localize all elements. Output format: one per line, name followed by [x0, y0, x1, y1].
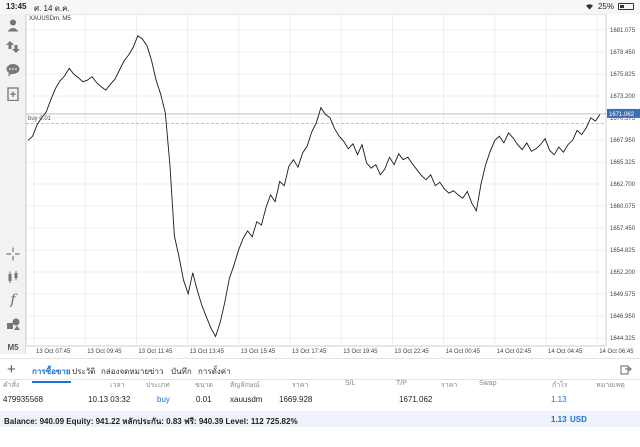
y-tick-label: 1652.200 [610, 270, 636, 276]
buy-line-label: buy 0.01 [28, 116, 52, 122]
table-header: คำสั่ง เวลา ประเภท ขนาด สัญลักษณ์ ราคา S… [0, 380, 640, 394]
y-tick-label: 1670.575 [610, 116, 636, 122]
col-tp: T/P [396, 380, 407, 387]
total-profit: 1.13 [551, 415, 567, 424]
tab-trade[interactable]: การซื้อขาย [32, 365, 71, 383]
battery-fill [620, 5, 624, 8]
col-time: เวลา [110, 382, 125, 389]
x-tick-label: 13 Oct 11:45 [138, 349, 173, 354]
x-tick-label: 13 Oct 09:45 [87, 349, 122, 354]
status-time: 13:45 [6, 2, 27, 11]
x-tick-label: 14 Oct 04:45 [548, 349, 583, 354]
user-icon[interactable] [4, 16, 22, 34]
chat-icon[interactable] [4, 61, 22, 79]
x-tick-label: 14 Oct 02:45 [497, 349, 532, 354]
order-type: buy [157, 395, 170, 404]
add-icon[interactable]: + [7, 361, 16, 378]
y-tick-label: 1646.950 [610, 314, 636, 320]
tab-settings[interactable]: การตั้งค่า [198, 367, 231, 376]
col-swap: Swap [479, 380, 497, 387]
y-tick-label: 1667.950 [610, 138, 636, 144]
price-series-line [27, 34, 601, 338]
function-icon[interactable]: f [10, 292, 16, 308]
crosshair-icon[interactable] [4, 245, 22, 263]
trade-arrows-icon[interactable] [4, 38, 22, 56]
wifi-icon [585, 4, 593, 10]
tab-journal[interactable]: บันทึก [171, 367, 192, 376]
x-tick-label: 14 Oct 06:45 [599, 349, 634, 354]
bottom-tabs: + การซื้อขาย ประวัติ กล่องจดหมาย ข่าว บั… [0, 358, 640, 383]
x-tick-label: 13 Oct 19:45 [343, 349, 378, 354]
tab-mailbox[interactable]: กล่องจดหมาย [101, 367, 150, 376]
current-price-tag [607, 108, 640, 118]
y-tick-label: 1675.825 [610, 72, 636, 78]
order-current-price: 1671.062 [399, 395, 433, 404]
status-bar: 13:45 ศ. 14 ต.ค. 25% [0, 0, 640, 14]
y-tick-label: 1654.825 [610, 248, 636, 254]
col-sl: S/L [345, 380, 356, 387]
tab-history[interactable]: ประวัติ [72, 367, 96, 376]
balance-summary: Balance: 940.09 Equity: 941.22 หลักประกั… [4, 417, 298, 426]
chart-symbol: XAUUSDm, M5 [29, 16, 71, 22]
order-profit: 1.13 [551, 395, 567, 404]
table-row[interactable]: 479935568 10.13 03:32 buy 0.01 xauusdm 1… [0, 395, 640, 409]
col-symbol: สัญลักษณ์ [230, 382, 260, 389]
left-toolbar: f M5 [0, 14, 26, 354]
price-chart[interactable]: 1681.075 1678.450 1675.825 1673.200 1670.575… [26, 14, 640, 354]
col-comment: หมายเหตุ [596, 382, 625, 389]
y-tick-label: 1673.200 [610, 94, 636, 100]
order-time: 10.13 03:32 [88, 395, 131, 404]
order-id: 479935568 [3, 395, 44, 404]
y-tick-label: 1681.075 [610, 28, 636, 34]
new-document-icon[interactable] [4, 85, 22, 103]
export-icon[interactable] [620, 363, 632, 378]
balance-bar: Balance: 940.09 Equity: 941.22 หลักประกั… [0, 411, 640, 427]
x-tick-label: 13 Oct 07:45 [36, 349, 71, 354]
battery-icon [618, 3, 634, 10]
col-profit: กำไร [552, 382, 568, 389]
chart-canvas: 1681.075 1678.450 1675.825 1673.200 1670.575… [26, 14, 640, 354]
col-type: ประเภท [146, 382, 170, 389]
indicators-icon[interactable] [4, 268, 22, 286]
order-size: 0.01 [196, 395, 212, 404]
battery-percent: 25% [597, 2, 614, 11]
y-tick-label: 1657.450 [610, 226, 636, 232]
status-date: ศ. 14 ต.ค. [34, 4, 70, 13]
order-symbol: xauusdm [230, 395, 263, 404]
y-tick-label: 1678.450 [610, 50, 636, 56]
x-tick-label: 13 Oct 17:45 [292, 349, 327, 354]
col-order: คำสั่ง [3, 382, 20, 389]
profit-currency: USD [570, 415, 587, 424]
x-tick-label: 13 Oct 22:45 [394, 349, 429, 354]
y-tick-label: 1644.325 [610, 336, 636, 342]
x-tick-label: 13 Oct 15:45 [241, 349, 276, 354]
col-current-price: ราคา [441, 382, 458, 389]
current-price-label: 1671.062 [609, 112, 635, 118]
timeframe-button[interactable]: M5 [7, 343, 19, 352]
objects-icon[interactable] [4, 315, 22, 333]
order-open-price: 1669.928 [279, 395, 313, 404]
y-tick-label: 1662.700 [610, 182, 636, 188]
x-tick-label: 14 Oct 00:45 [446, 349, 481, 354]
status-right: 25% [585, 2, 634, 11]
y-tick-label: 1660.075 [610, 204, 636, 210]
plot-area [26, 14, 607, 347]
tab-news[interactable]: ข่าว [149, 367, 164, 376]
col-price: ราคา [292, 382, 309, 389]
x-tick-label: 13 Oct 13:45 [190, 349, 225, 354]
col-size: ขนาด [195, 382, 214, 389]
y-tick-label: 1665.325 [610, 160, 636, 166]
y-tick-label: 1649.575 [610, 292, 636, 298]
